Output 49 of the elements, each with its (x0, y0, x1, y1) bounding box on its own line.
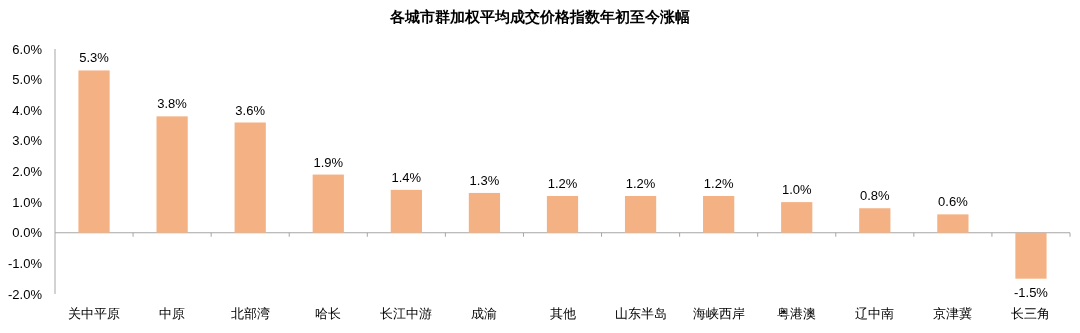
bar (312, 174, 344, 233)
x-tick-label: 粤港澳 (777, 306, 817, 321)
x-tick-label: 海峡西岸 (692, 306, 745, 321)
data-label: 1.4% (391, 169, 422, 185)
data-label: 3.8% (157, 96, 188, 112)
data-label: 1.9% (313, 154, 344, 170)
bar (78, 70, 110, 233)
y-tick-label: 2.0% (12, 164, 43, 179)
bar (234, 122, 266, 233)
y-tick-label: -2.0% (8, 286, 43, 302)
chart-title: 各城市群加权平均成交价格指数年初至今涨幅 (389, 8, 690, 25)
x-tick-label: 关中平原 (68, 306, 121, 321)
bar (859, 208, 891, 233)
bar (546, 196, 579, 233)
y-tick-label: 1.0% (12, 194, 43, 210)
data-label: -1.5% (1013, 284, 1049, 300)
y-tick-label: -1.0% (8, 255, 43, 271)
x-tick-label: 成渝 (471, 306, 498, 321)
bar (390, 189, 422, 233)
x-tick-label: 哈长 (315, 306, 342, 321)
y-tick-label: 4.0% (12, 102, 43, 118)
bar (781, 202, 813, 233)
x-tick-label: 中原 (159, 306, 186, 321)
y-tick-label: 5.0% (12, 72, 43, 88)
y-tick-label: 6.0% (12, 41, 43, 57)
x-tick-label: 北部湾 (230, 306, 270, 321)
y-tick-label: 3.0% (12, 133, 43, 149)
x-tick-label: 辽中南 (855, 306, 895, 321)
bar (624, 196, 657, 233)
data-label: 1.2% (703, 176, 734, 191)
x-tick-label: 山东半岛 (614, 306, 667, 321)
bar (1015, 232, 1047, 279)
data-label: 1.0% (781, 182, 812, 198)
y-tick-label: 0.0% (12, 225, 43, 241)
data-label: 0.8% (859, 188, 891, 204)
data-label: 0.6% (938, 194, 969, 210)
data-label: 3.6% (235, 102, 266, 118)
x-tick-label: 长三角 (1011, 306, 1051, 321)
bar (937, 214, 969, 233)
data-label: 1.3% (469, 172, 500, 188)
bar (703, 196, 735, 233)
data-label: 5.3% (79, 50, 110, 66)
data-label: 1.2% (625, 176, 656, 191)
bar (468, 192, 501, 233)
x-tick-label: 长江中游 (380, 306, 433, 321)
x-tick-label: 其他 (549, 306, 576, 321)
x-tick-label: 京津冀 (933, 306, 973, 321)
data-label: 1.2% (547, 176, 578, 191)
bar (156, 116, 188, 233)
